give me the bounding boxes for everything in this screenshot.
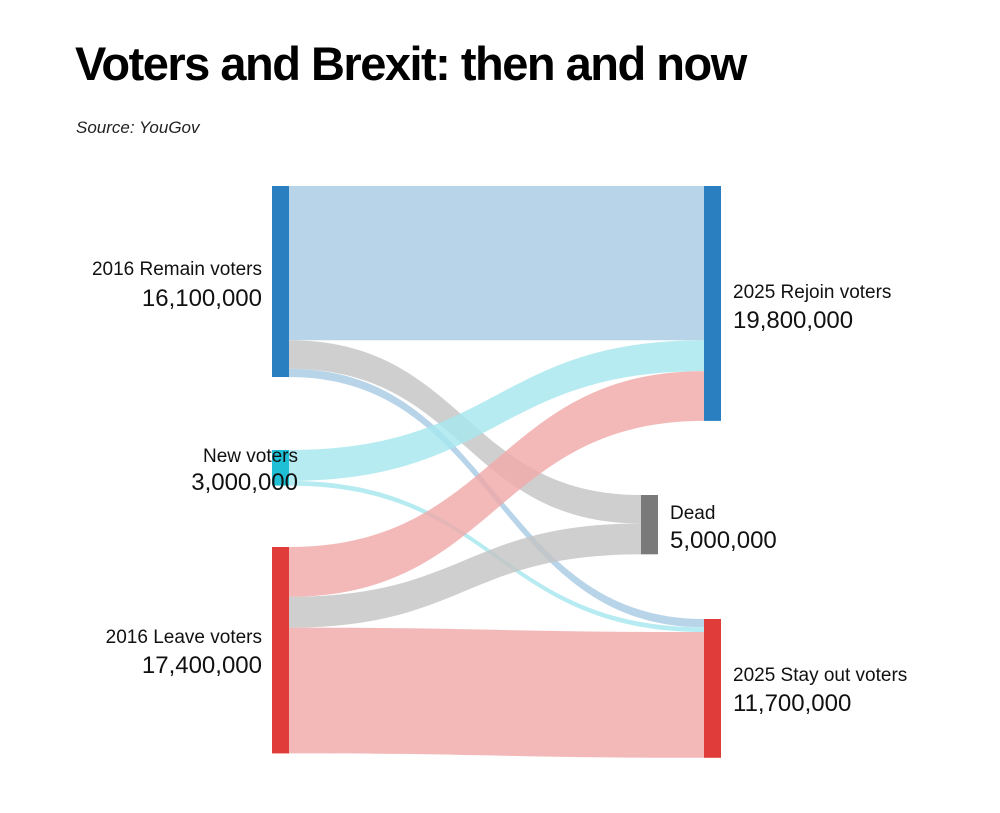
link-leave-to-stayout bbox=[289, 627, 704, 758]
label-stayout-value: 11,700,000 bbox=[733, 690, 851, 717]
label-leave-name: 2016 Leave voters bbox=[106, 627, 262, 648]
label-remain-name: 2016 Remain voters bbox=[92, 259, 262, 280]
node-leave bbox=[272, 547, 289, 754]
label-new-value: 3,000,000 bbox=[191, 469, 298, 496]
link-new-to-rejoin bbox=[289, 340, 704, 481]
label-new-name: New voters bbox=[203, 446, 298, 467]
label-leave-value: 17,400,000 bbox=[142, 652, 262, 679]
links-group bbox=[289, 186, 704, 758]
link-leave-to-dead bbox=[289, 523, 641, 628]
node-remain bbox=[272, 186, 289, 377]
link-remain-to-rejoin bbox=[289, 186, 704, 341]
chart-source: Source: YouGov bbox=[76, 118, 200, 137]
label-rejoin-name: 2025 Rejoin voters bbox=[733, 282, 891, 303]
node-new bbox=[272, 450, 289, 486]
node-rejoin bbox=[704, 186, 721, 421]
label-stayout-name: 2025 Stay out voters bbox=[733, 665, 907, 686]
label-dead-name: Dead bbox=[670, 503, 715, 524]
node-dead bbox=[641, 495, 658, 555]
labels-group: 2016 Remain voters 16,100,000 New voters3,… bbox=[92, 259, 907, 717]
label-rejoin-value: 19,800,000 bbox=[733, 307, 853, 334]
link-leave-to-rejoin bbox=[289, 371, 704, 597]
label-dead-value: 5,000,000 bbox=[670, 527, 777, 554]
nodes-group bbox=[272, 186, 721, 758]
chart-title: Voters and Brexit: then and now bbox=[75, 37, 747, 90]
node-stayout bbox=[704, 619, 721, 758]
label-remain-value: 16,100,000 bbox=[142, 285, 262, 312]
